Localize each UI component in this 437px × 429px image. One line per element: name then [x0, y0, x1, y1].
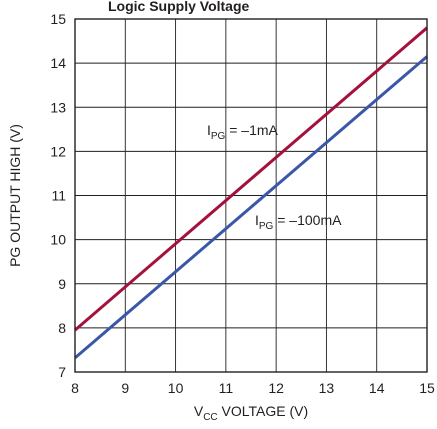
y-tick-label: 9 [58, 276, 66, 292]
series-label-100ma-sub: PG [259, 221, 274, 232]
series-label-1ma: IPG = –1mA [207, 122, 279, 142]
series-line-1ma [74, 26, 428, 332]
x-tick-label: 15 [419, 380, 435, 396]
chart-title-fragment: Logic Supply Voltage [108, 0, 250, 14]
series-label-1ma-main: I [207, 122, 211, 138]
x-tick-label: 8 [71, 380, 79, 396]
series-label-1ma-sub: PG [211, 131, 226, 142]
x-tick-labels: 8 9 10 11 12 13 14 15 [71, 380, 435, 396]
x-axis-label-sub: CC [203, 412, 217, 423]
series-label-100ma-rest: = –100mA [273, 212, 342, 228]
x-tick-label: 13 [319, 380, 335, 396]
y-tick-label: 11 [51, 188, 66, 204]
x-axis-label-rest: VOLTAGE (V) [218, 403, 309, 419]
x-axis-label: VCC VOLTAGE (V) [194, 403, 308, 423]
x-tick-label: 14 [369, 380, 385, 396]
y-tick-label: 7 [58, 364, 66, 380]
y-tick-label: 12 [50, 143, 66, 159]
y-tick-label: 15 [50, 11, 66, 27]
x-axis-label-main: V [194, 403, 204, 419]
series-label-100ma: IPG = –100mA [255, 212, 342, 232]
y-tick-label: 10 [50, 232, 66, 248]
series-line-100ma [74, 55, 428, 360]
x-tick-label: 9 [121, 380, 129, 396]
x-tick-label: 12 [268, 380, 284, 396]
y-axis-label: PG OUTPUT HIGH (V) [7, 124, 23, 267]
y-tick-labels: 7 8 9 10 11 12 13 14 15 [50, 11, 66, 380]
y-tick-label: 14 [50, 55, 66, 71]
y-tick-label: 13 [50, 99, 66, 115]
series-label-1ma-rest: = –1mA [225, 122, 278, 138]
series-lines [74, 26, 428, 360]
y-tick-label: 8 [58, 320, 66, 336]
x-tick-label: 10 [168, 380, 184, 396]
x-tick-label: 11 [219, 380, 234, 396]
series-label-100ma-main: I [255, 212, 259, 228]
plot-frame [74, 18, 428, 373]
